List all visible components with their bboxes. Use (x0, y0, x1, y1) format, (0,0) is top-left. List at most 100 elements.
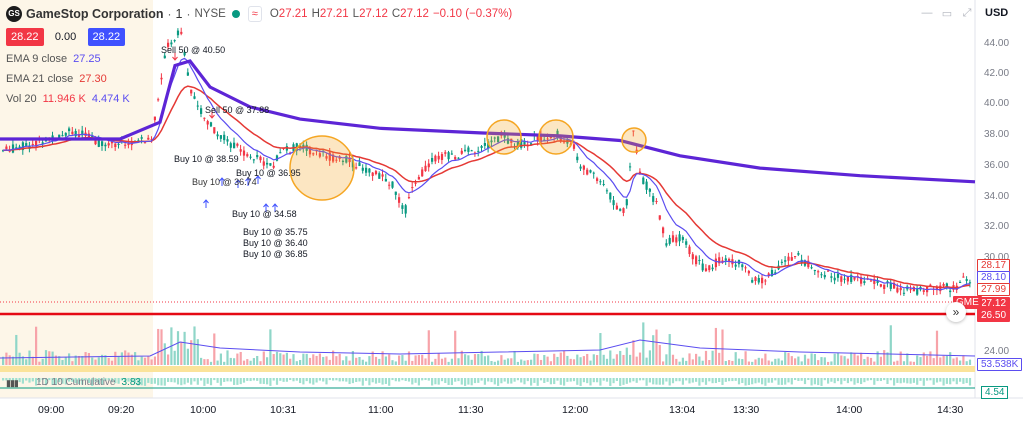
scroll-to-realtime-button[interactable]: » (946, 302, 966, 322)
cumulative-bar (635, 378, 638, 383)
cumulative-bar (388, 378, 391, 386)
volume-bar (473, 354, 477, 365)
maximize-icon[interactable]: ⤢ (962, 6, 972, 19)
candle-body (256, 155, 259, 158)
cumulative-bar (130, 378, 133, 383)
volume-bar (718, 352, 721, 365)
annotation-buy-4: Buy 10 @ 34.58 (232, 209, 297, 219)
candle-body (691, 254, 694, 260)
volume-bar (737, 358, 741, 365)
cumulative-bar (609, 378, 612, 386)
volume-bar (820, 357, 823, 365)
chart-controls: — ▭ ⤢ (920, 6, 974, 20)
candle-body (582, 165, 585, 170)
volume-bar (163, 343, 166, 365)
restore-icon[interactable]: ▭ (941, 7, 953, 20)
cumulative-bar (120, 378, 123, 381)
volume-bar (615, 354, 618, 365)
volume-bar (447, 361, 450, 365)
candle-body (695, 256, 698, 265)
cumulative-bar (266, 378, 269, 385)
cumulative-bar (81, 378, 84, 385)
minimize-icon[interactable]: — (921, 7, 933, 19)
cumulative-bar (803, 378, 807, 385)
volume-bar (536, 354, 539, 365)
candle-body (368, 168, 371, 173)
volume-bar (506, 358, 510, 365)
time-axis-label: 12:00 (562, 404, 589, 416)
volume-bar (794, 358, 797, 365)
volume-bar (25, 359, 28, 365)
volume-bar (130, 354, 133, 365)
volume-bar (691, 359, 694, 365)
candle-body (840, 276, 843, 282)
cumulative-bar (361, 378, 364, 386)
volume-bar (863, 359, 866, 365)
interval-label[interactable]: 1 (175, 7, 183, 21)
currency-selector[interactable]: USD (985, 7, 1009, 19)
annotation-buy-6: Buy 10 @ 36.40 (243, 238, 308, 248)
candle-body (827, 270, 830, 272)
cumulative-bar (596, 378, 599, 383)
volume-bar (764, 353, 767, 365)
indicator-ema9[interactable]: EMA 9 close 27.25 (6, 50, 512, 67)
volume-bar (239, 351, 242, 365)
cumulative-bar (414, 378, 417, 383)
cumulative-bar (827, 378, 830, 384)
volume-bar (932, 358, 935, 365)
volume-bar (830, 361, 833, 365)
candle-body (404, 205, 407, 214)
candle-body (850, 274, 853, 282)
cumulative-bar (41, 378, 44, 381)
candle-body (503, 134, 506, 138)
sell-button[interactable]: 28.22 (6, 28, 44, 46)
candle-body (5, 146, 8, 150)
candle-body (939, 285, 942, 292)
cumulative-indicator[interactable]: ▮▮▮ 1D 10 Cumulative 3.83 (6, 377, 141, 388)
volume-bar (856, 355, 859, 365)
volume-bar (431, 361, 434, 365)
volume-bar (906, 353, 909, 365)
cumulative-bar (516, 378, 519, 381)
candle-body (186, 72, 189, 76)
cumulative-band (0, 366, 975, 372)
price-axis-label: 30.00 (984, 252, 1010, 263)
volume-bar (523, 360, 526, 365)
candle-body (437, 155, 440, 160)
cumulative-bar (176, 378, 180, 385)
candle-body (886, 281, 889, 283)
volume-bar (124, 350, 127, 365)
candle-body (61, 135, 64, 137)
cumulative-bar (952, 378, 955, 382)
symbol-title[interactable]: GameStop Corporation (26, 7, 164, 21)
candle-body (965, 279, 968, 281)
cumulative-bar (741, 378, 744, 384)
volume-bar (556, 356, 559, 365)
cumulative-bar (483, 378, 486, 385)
cumulative-bar (305, 378, 308, 382)
candle-body (863, 281, 866, 284)
cumulative-bar (203, 378, 206, 386)
buy-button[interactable]: 28.22 (87, 28, 126, 46)
volume-bar (662, 361, 665, 365)
cumulative-bar (655, 378, 658, 385)
candle-body (945, 283, 948, 287)
wave-icon[interactable]: ≈ (247, 6, 262, 22)
volume-bar (572, 359, 576, 365)
indicator-ema21[interactable]: EMA 21 close 27.30 (6, 70, 512, 87)
cumulative-bar (242, 378, 246, 383)
candle-body (196, 105, 199, 107)
cumulative-bar (615, 378, 618, 381)
candle-body (572, 144, 576, 149)
candle-body (724, 258, 727, 261)
cumulative-bar (58, 378, 61, 383)
volume-bar (949, 352, 952, 365)
candle-body (879, 284, 882, 287)
indicator-volume[interactable]: Vol 20 11.946 K 4.474 K (6, 90, 512, 107)
cumulative-bar (127, 378, 130, 382)
cumulative-bar (91, 378, 94, 386)
volume-bar (183, 331, 186, 365)
cumulative-icon: ▮▮▮ (6, 377, 19, 388)
